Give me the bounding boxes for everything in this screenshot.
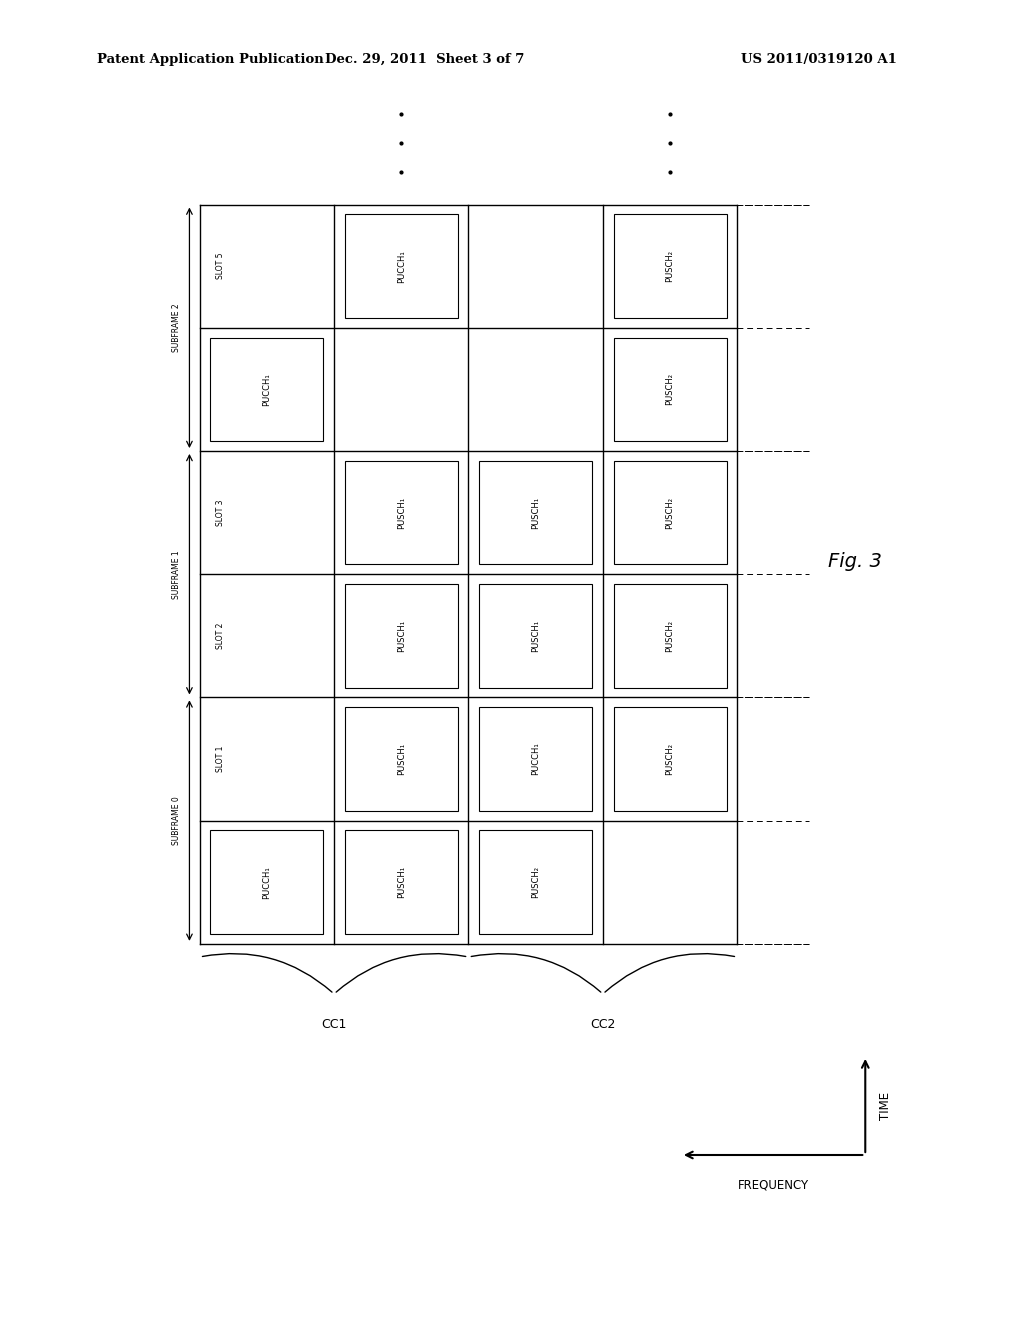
Text: SLOT 3: SLOT 3 — [216, 499, 225, 525]
Bar — [345, 214, 458, 318]
Bar — [211, 830, 324, 935]
Text: SLOT 2: SLOT 2 — [216, 623, 225, 649]
Text: PUSCH₁: PUSCH₁ — [396, 619, 406, 652]
Text: PUSCH₂: PUSCH₂ — [666, 374, 675, 405]
Bar — [613, 214, 726, 318]
Text: Dec. 29, 2011  Sheet 3 of 7: Dec. 29, 2011 Sheet 3 of 7 — [326, 53, 524, 66]
Bar — [613, 708, 726, 810]
Text: PUSCH₂: PUSCH₂ — [531, 866, 541, 898]
Bar — [345, 583, 458, 688]
Text: Fig. 3: Fig. 3 — [828, 552, 882, 570]
Text: PUCCH₁: PUCCH₁ — [262, 374, 271, 405]
Text: CC2: CC2 — [590, 1018, 615, 1031]
Text: PUCCH₁: PUCCH₁ — [262, 866, 271, 899]
Text: SUBFRAME 1: SUBFRAME 1 — [172, 550, 180, 598]
Text: PUSCH₂: PUSCH₂ — [666, 251, 675, 282]
Text: PUSCH₂: PUSCH₂ — [666, 743, 675, 775]
Text: SLOT 5: SLOT 5 — [216, 253, 225, 280]
Bar — [345, 461, 458, 565]
Text: PUSCH₁: PUSCH₁ — [531, 619, 541, 652]
Text: PUSCH₂: PUSCH₂ — [666, 620, 675, 652]
Text: PUSCH₁: PUSCH₁ — [531, 496, 541, 529]
Text: SLOT 1: SLOT 1 — [216, 746, 225, 772]
Bar — [479, 830, 592, 935]
Bar — [613, 461, 726, 565]
Bar — [479, 583, 592, 688]
Bar — [345, 830, 458, 935]
Text: PUSCH₁: PUSCH₁ — [396, 496, 406, 529]
Text: SUBFRAME 0: SUBFRAME 0 — [172, 796, 180, 845]
Text: FREQUENCY: FREQUENCY — [737, 1179, 809, 1192]
Text: TIME: TIME — [879, 1092, 892, 1119]
Bar — [345, 708, 458, 810]
Text: SLOT 0: SLOT 0 — [216, 869, 225, 895]
Bar — [211, 338, 324, 441]
Text: PUSCH₂: PUSCH₂ — [666, 496, 675, 528]
Text: Patent Application Publication: Patent Application Publication — [97, 53, 324, 66]
Bar — [479, 461, 592, 565]
Bar — [479, 708, 592, 810]
Text: SUBFRAME 2: SUBFRAME 2 — [172, 304, 180, 352]
Text: SLOT 4: SLOT 4 — [216, 376, 225, 403]
Bar — [613, 338, 726, 441]
Text: US 2011/0319120 A1: US 2011/0319120 A1 — [741, 53, 897, 66]
Bar — [613, 583, 726, 688]
Text: PUSCH₁: PUSCH₁ — [396, 743, 406, 775]
Text: PUCCH₁: PUCCH₁ — [531, 743, 541, 775]
Text: PUSCH₁: PUSCH₁ — [396, 866, 406, 899]
Text: PUCCH₁: PUCCH₁ — [396, 249, 406, 282]
Text: CC1: CC1 — [322, 1018, 347, 1031]
